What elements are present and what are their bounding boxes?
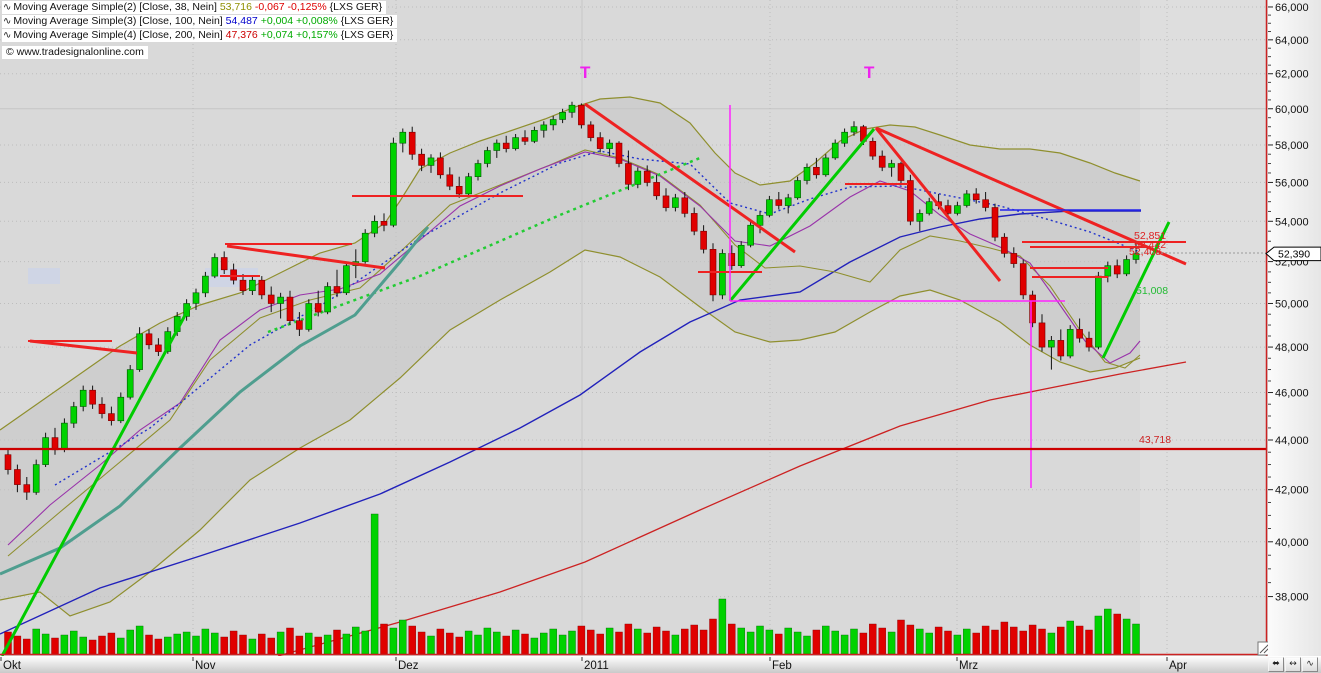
month-label: 2011 (584, 660, 609, 672)
current-price-tag (1265, 246, 1321, 262)
zoom-horizontal-button[interactable]: ↔ (1285, 657, 1301, 672)
svg-text:48,000: 48,000 (1275, 342, 1309, 354)
legend-name: Moving Average Simple(3) [Close, 100, Ne… (13, 15, 223, 27)
wave-icon: ∿ (3, 30, 12, 41)
month-label: Mrz (959, 660, 978, 672)
svg-text:56,000: 56,000 (1275, 177, 1309, 189)
legend-change: -0,067 -0,125% (254, 1, 327, 13)
time-axis-bg (0, 656, 1321, 673)
legend-change: +0,074 +0,157% (260, 29, 338, 41)
level-label: 52,408 (1129, 246, 1161, 258)
svg-text:46,000: 46,000 (1275, 388, 1309, 400)
chart-toolbar: ⬌ ↔ ∿ (1268, 657, 1318, 672)
indicator-line-button[interactable]: ∿ (1302, 657, 1318, 672)
svg-text:42,000: 42,000 (1275, 485, 1309, 497)
price-axis[interactable] (1267, 0, 1321, 655)
legend-change: +0,004 +0,008% (260, 15, 338, 27)
pane-resize-handle[interactable] (1258, 642, 1272, 656)
svg-text:64,000: 64,000 (1275, 35, 1309, 47)
legend-item-ma38[interactable]: ∿ Moving Average Simple(2) [Close, 38, Ne… (2, 1, 387, 14)
month-label: Apr (1169, 660, 1187, 672)
t-mark: T (864, 63, 875, 82)
level-label: 43,718 (1139, 434, 1171, 446)
svg-text:54,000: 54,000 (1275, 216, 1309, 228)
month-label: Feb (772, 660, 792, 672)
svg-text:38,000: 38,000 (1275, 592, 1309, 604)
svg-text:52,390: 52,390 (1278, 249, 1310, 261)
svg-text:62,000: 62,000 (1275, 69, 1309, 81)
ma38-line (7, 149, 1141, 557)
month-label: Nov (195, 660, 216, 672)
time-axis[interactable] (0, 655, 1266, 673)
month-label: Dez (398, 660, 419, 672)
svg-text:50,000: 50,000 (1275, 298, 1309, 310)
wave-icon: ∿ (3, 16, 12, 27)
ma100-line (0, 210, 1141, 635)
svg-text:40,000: 40,000 (1275, 537, 1309, 549)
legend-value: 54,487 (225, 15, 258, 27)
level-label: 51,008 (1136, 285, 1168, 297)
svg-text:44,000: 44,000 (1275, 435, 1309, 447)
svg-text:66,000: 66,000 (1275, 2, 1309, 14)
legend-market: {LXS GER} (329, 1, 383, 13)
t-mark: T (580, 63, 591, 82)
legend-value: 47,376 (225, 29, 258, 41)
legend-item-ma200[interactable]: ∿ Moving Average Simple(4) [Close, 200, N… (2, 29, 398, 42)
legend-market: {LXS GER} (340, 15, 394, 27)
level-label: 52,442 (1134, 239, 1166, 251)
copyright-label: © www.tradesignalonline.com (2, 46, 148, 59)
legend-value: 53,716 (219, 1, 252, 13)
wave-icon: ∿ (3, 2, 12, 13)
pan-horizontal-button[interactable]: ⬌ (1268, 657, 1284, 672)
month-label: Okt (3, 660, 22, 672)
legend-item-ma100[interactable]: ∿ Moving Average Simple(3) [Close, 100, N… (2, 15, 398, 28)
level-label: 52,851 (1134, 230, 1166, 242)
legend-name: Moving Average Simple(4) [Close, 200, Ne… (13, 29, 223, 41)
svg-text:58,000: 58,000 (1275, 140, 1309, 152)
ma200-line (277, 361, 1187, 657)
legend-market: {LXS GER} (340, 29, 394, 41)
indicator-legend: ∿ Moving Average Simple(2) [Close, 38, Ne… (2, 1, 398, 59)
price-axis-bg (1268, 0, 1321, 657)
svg-text:60,000: 60,000 (1275, 104, 1309, 116)
legend-name: Moving Average Simple(2) [Close, 38, Nei… (13, 1, 217, 13)
